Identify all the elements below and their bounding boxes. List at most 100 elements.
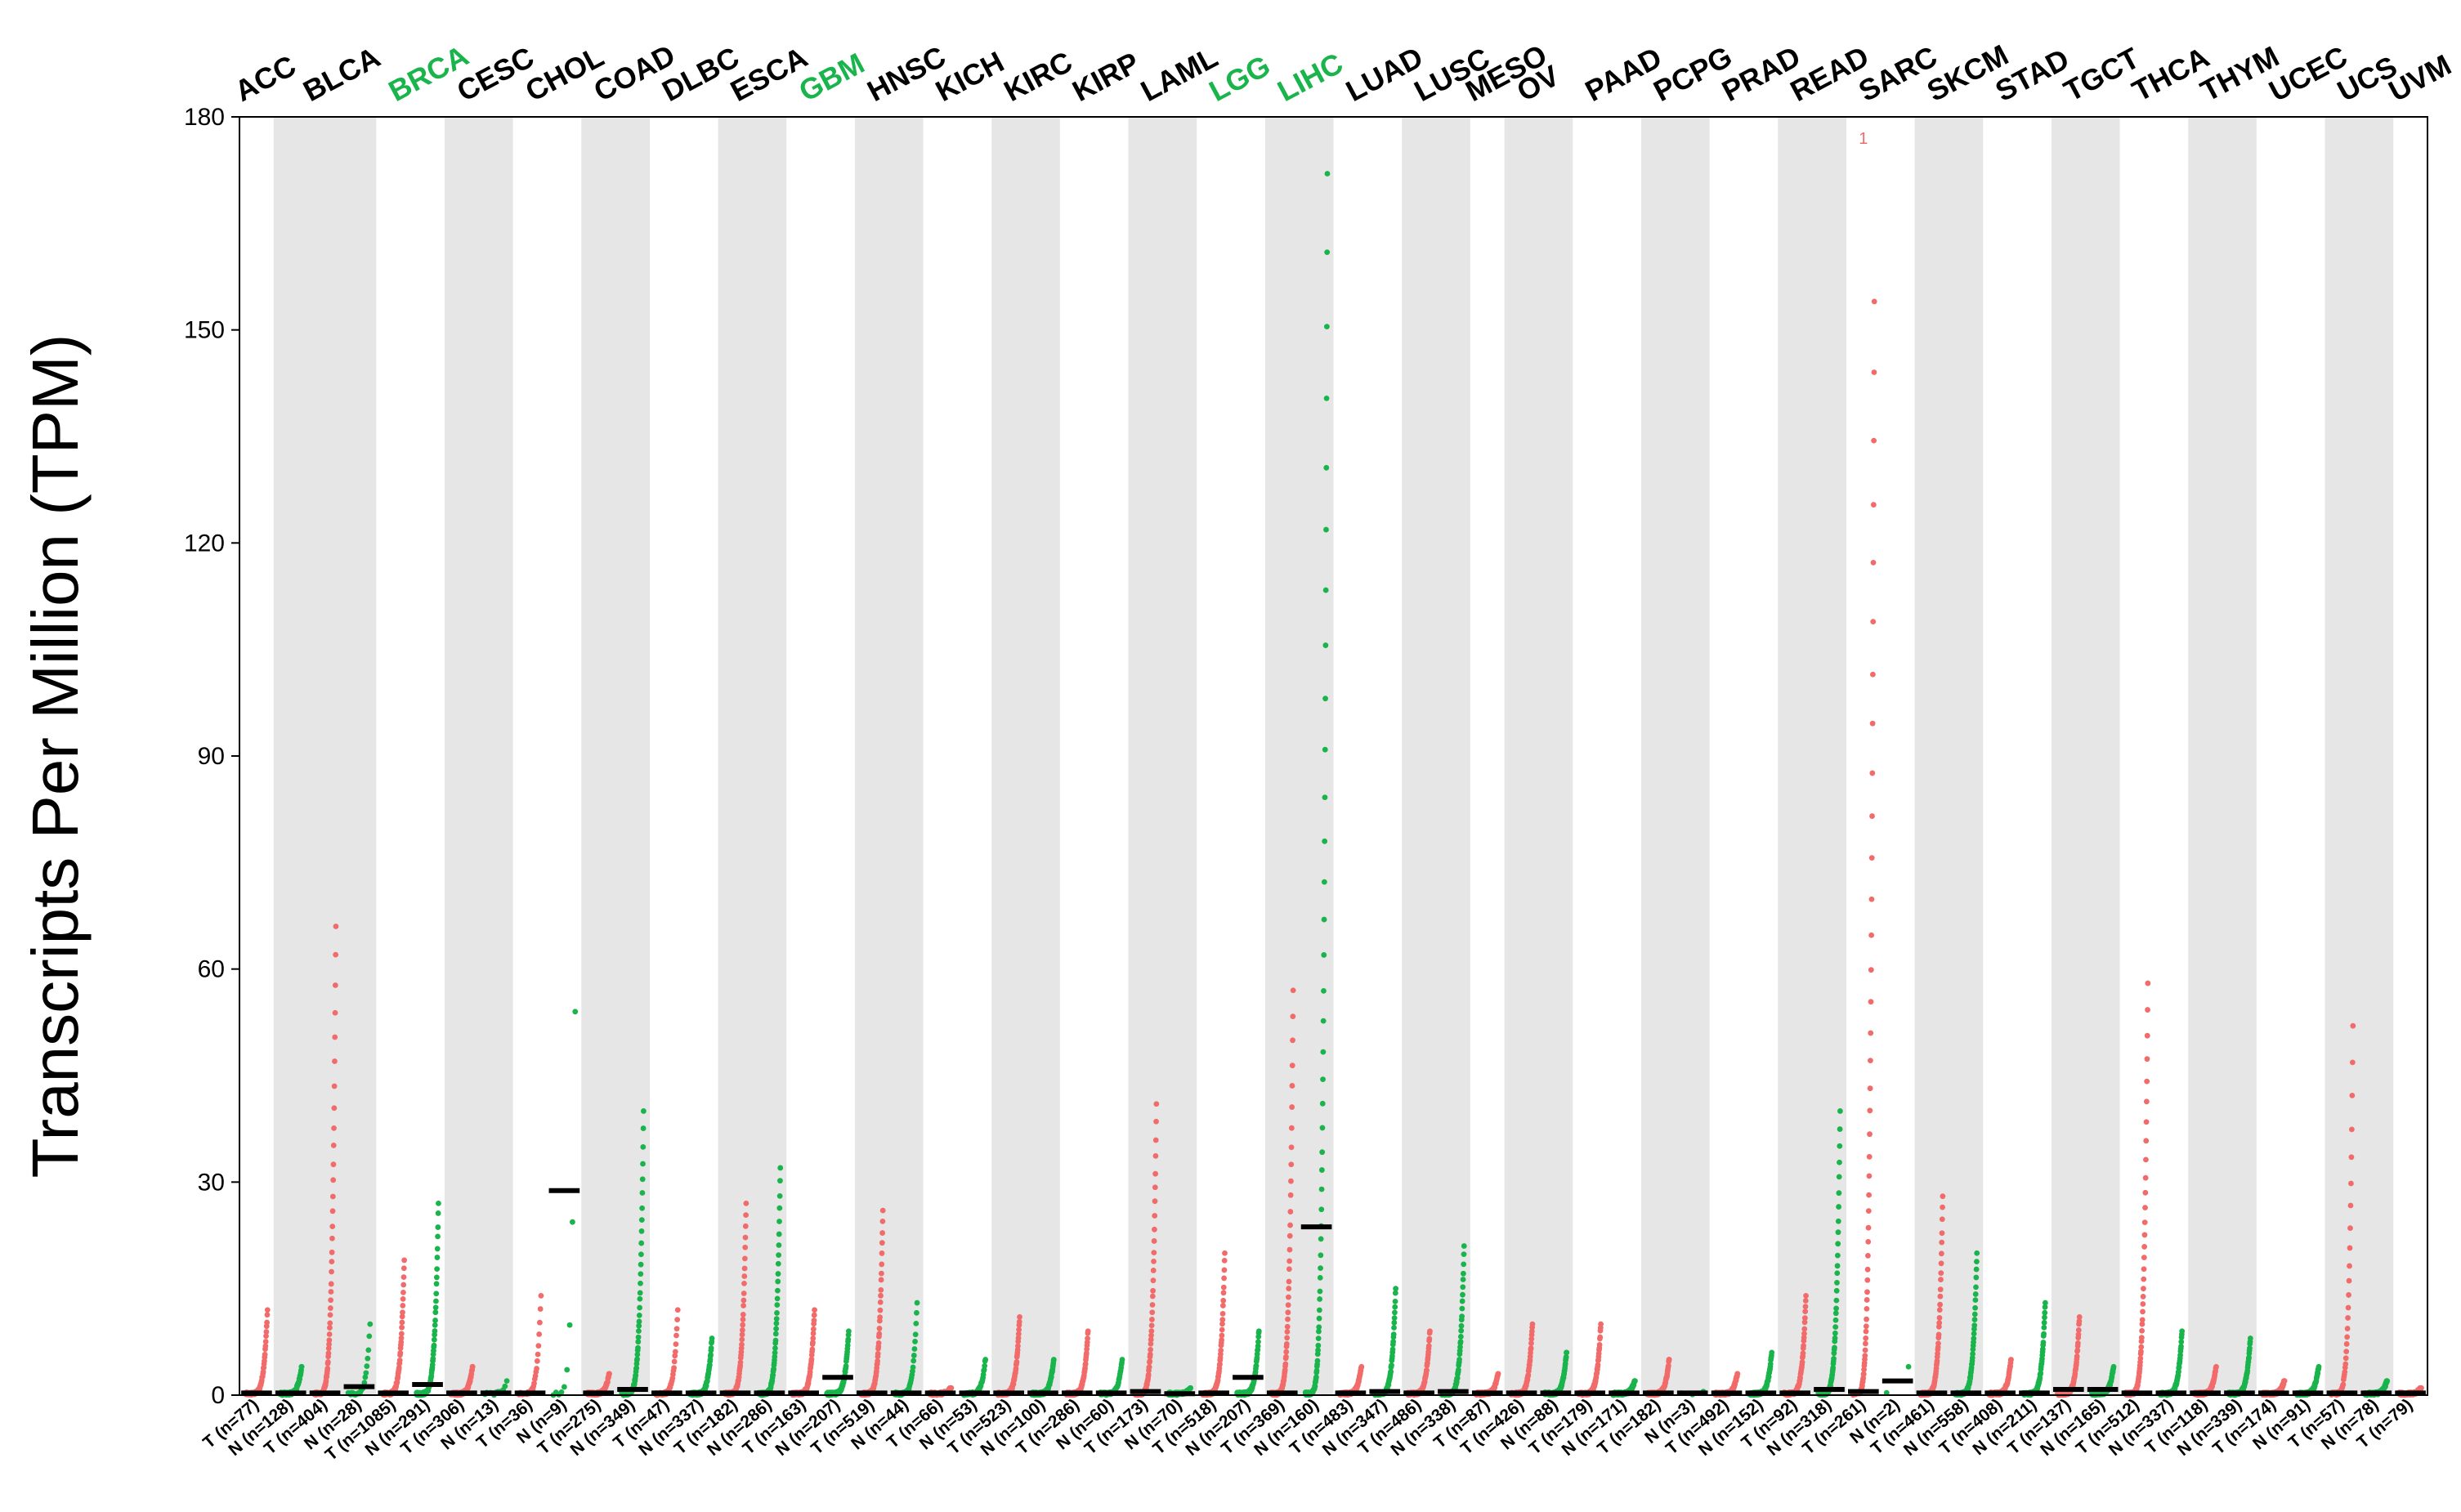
data-point — [2137, 1355, 2144, 1362]
data-point — [810, 1335, 817, 1341]
data-point — [328, 1281, 334, 1287]
data-point — [1389, 1362, 1394, 1368]
data-point — [1424, 1367, 1430, 1374]
points-dlbc-n-1 — [687, 1335, 715, 1398]
data-point — [982, 1357, 989, 1362]
data-point — [1974, 1250, 1980, 1256]
data-point — [1871, 437, 1877, 444]
data-point — [772, 1337, 779, 1344]
data-point — [1529, 1321, 1536, 1327]
data-point — [1150, 1277, 1157, 1284]
data-point — [1015, 1331, 1022, 1337]
data-point — [776, 1242, 782, 1248]
data-point — [2340, 1381, 2347, 1388]
data-point — [1870, 619, 1877, 625]
data-point — [1866, 1153, 1873, 1160]
data-point — [1863, 1323, 1869, 1330]
data-point — [327, 1312, 333, 1318]
data-point — [263, 1329, 270, 1335]
data-point — [737, 1359, 744, 1366]
points-sarc-n-1 — [1883, 1363, 1912, 1396]
data-point — [1833, 1287, 1840, 1294]
data-point — [879, 1270, 884, 1277]
data-point — [1458, 1327, 1465, 1334]
data-point — [913, 1320, 920, 1326]
data-point — [640, 1161, 646, 1167]
data-point — [1219, 1326, 1225, 1333]
data-point — [1149, 1309, 1156, 1316]
data-point — [1837, 1159, 1842, 1165]
data-point — [2139, 1321, 2146, 1327]
data-point — [433, 1281, 440, 1287]
data-point — [1836, 1174, 1842, 1180]
data-point — [2140, 1308, 2146, 1315]
data-point — [1392, 1304, 1398, 1310]
data-point — [636, 1313, 642, 1318]
data-point — [536, 1319, 543, 1326]
points-thca-t-0 — [2123, 980, 2151, 1398]
data-point — [1868, 896, 1875, 902]
data-point — [743, 1201, 749, 1206]
data-point — [1971, 1335, 1977, 1342]
data-point — [1864, 1277, 1871, 1283]
data-point — [1868, 967, 1874, 973]
data-point — [1318, 1252, 1324, 1259]
data-point — [1834, 1280, 1840, 1286]
data-point — [1221, 1275, 1227, 1282]
data-point — [1290, 1013, 1296, 1020]
data-point — [1017, 1314, 1022, 1320]
data-point — [1869, 770, 1876, 776]
data-point — [1322, 838, 1328, 844]
data-point — [639, 1190, 646, 1196]
data-point — [2344, 1326, 2351, 1331]
data-point — [1146, 1364, 1152, 1371]
data-point — [328, 1289, 334, 1295]
data-point — [2143, 1098, 2150, 1105]
data-point — [1973, 1274, 1980, 1281]
data-point — [741, 1291, 747, 1296]
data-point — [1148, 1332, 1154, 1339]
band-tgct — [2051, 117, 2120, 1395]
data-point — [1459, 1298, 1465, 1304]
data-point — [1220, 1284, 1227, 1291]
data-point — [400, 1265, 407, 1272]
data-point — [1318, 1186, 1325, 1192]
data-point — [1313, 1374, 1319, 1380]
data-point — [1769, 1349, 1775, 1356]
data-point — [1219, 1303, 1226, 1308]
data-point — [773, 1326, 780, 1332]
data-point — [772, 1345, 778, 1351]
data-point — [1868, 999, 1874, 1005]
data-point — [1152, 1226, 1157, 1232]
data-point — [1253, 1362, 1260, 1369]
data-point — [327, 1325, 333, 1331]
data-point — [326, 1341, 332, 1348]
data-point — [1939, 1239, 1945, 1246]
data-point — [1219, 1332, 1225, 1339]
data-point — [2347, 1245, 2353, 1251]
data-point — [1528, 1335, 1535, 1342]
data-point — [2142, 1205, 2148, 1211]
data-point — [2008, 1357, 2014, 1362]
data-point — [638, 1251, 644, 1258]
data-point — [1666, 1357, 1672, 1362]
data-point — [2138, 1349, 2144, 1355]
data-point — [1865, 1224, 1872, 1231]
data-point — [673, 1332, 679, 1339]
data-point — [1934, 1358, 1940, 1364]
data-point — [1149, 1293, 1156, 1300]
data-point — [263, 1333, 269, 1340]
data-point — [634, 1351, 641, 1358]
data-point — [1392, 1298, 1398, 1304]
data-point — [1148, 1328, 1155, 1335]
data-point — [1974, 1259, 1980, 1265]
data-point — [1284, 1329, 1291, 1335]
data-point — [2141, 1276, 2147, 1282]
data-point — [1564, 1349, 1570, 1356]
data-point — [877, 1300, 884, 1305]
data-point — [1866, 1192, 1873, 1198]
data-point — [1391, 1319, 1398, 1326]
data-point — [1868, 1058, 1873, 1064]
data-point — [1148, 1340, 1154, 1347]
data-point — [1219, 1337, 1224, 1343]
